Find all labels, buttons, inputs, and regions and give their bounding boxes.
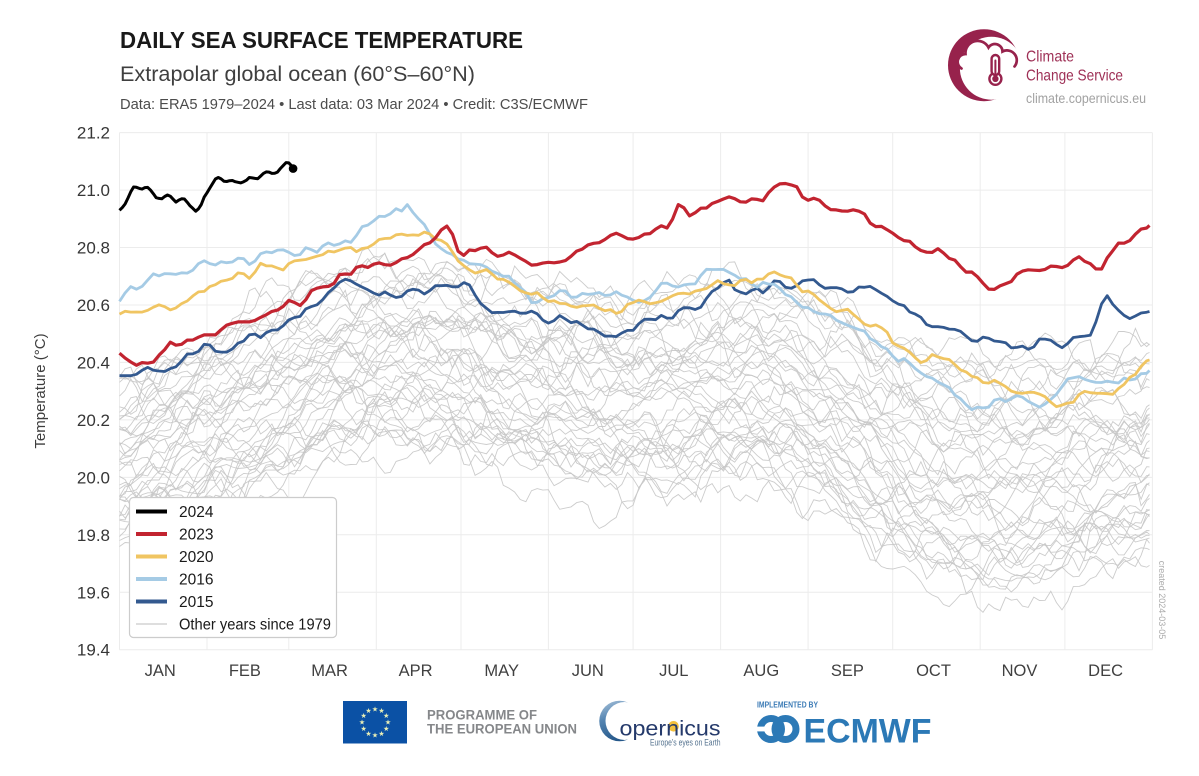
svg-text:20.2: 20.2: [77, 411, 110, 430]
svg-text:★: ★: [361, 712, 367, 720]
svg-text:19.4: 19.4: [77, 641, 110, 660]
svg-text:★: ★: [385, 719, 391, 727]
svg-text:2020: 2020: [179, 549, 214, 566]
svg-text:THE EUROPEAN UNION: THE EUROPEAN UNION: [427, 722, 577, 737]
svg-text:JUN: JUN: [572, 662, 604, 680]
svg-text:SEP: SEP: [831, 662, 864, 680]
svg-text:2015: 2015: [179, 594, 213, 611]
svg-text:★: ★: [359, 719, 365, 727]
svg-text:★: ★: [378, 707, 384, 715]
svg-text:20.4: 20.4: [77, 353, 110, 372]
svg-text:ECMWF: ECMWF: [804, 713, 932, 751]
svg-text:20.0: 20.0: [77, 468, 110, 487]
svg-text:19.8: 19.8: [77, 526, 110, 545]
svg-text:21.0: 21.0: [77, 181, 110, 200]
svg-text:MAR: MAR: [311, 662, 348, 680]
svg-text:2024: 2024: [179, 504, 214, 521]
svg-text:Temperature (°C): Temperature (°C): [32, 333, 49, 448]
svg-text:Other years since 1979: Other years since 1979: [179, 617, 331, 634]
svg-text:PROGRAMME OF: PROGRAMME OF: [427, 708, 537, 723]
svg-text:Change Service: Change Service: [1026, 68, 1123, 85]
svg-text:DAILY SEA SURFACE TEMPERATURE: DAILY SEA SURFACE TEMPERATURE: [120, 27, 523, 53]
svg-text:IMPLEMENTED BY: IMPLEMENTED BY: [757, 700, 818, 710]
svg-text:climate.copernicus.eu: climate.copernicus.eu: [1026, 91, 1146, 106]
svg-text:2023: 2023: [179, 527, 213, 544]
svg-text:Europe’s eyes on Earth: Europe’s eyes on Earth: [650, 738, 721, 749]
svg-text:AUG: AUG: [743, 662, 779, 680]
svg-text:NOV: NOV: [1002, 662, 1038, 680]
svg-text:★: ★: [365, 707, 371, 715]
svg-text:★: ★: [383, 725, 389, 733]
svg-text:FEB: FEB: [229, 662, 261, 680]
svg-text:DEC: DEC: [1088, 662, 1123, 680]
svg-text:20.8: 20.8: [77, 239, 110, 258]
svg-text:★: ★: [372, 706, 378, 714]
svg-text:★: ★: [383, 712, 389, 720]
svg-text:★: ★: [372, 732, 378, 740]
svg-text:opernicus: opernicus: [620, 718, 721, 741]
svg-text:2016: 2016: [179, 572, 213, 589]
svg-text:MAY: MAY: [484, 662, 519, 680]
svg-text:OCT: OCT: [916, 662, 951, 680]
svg-text:created 2024-03-05: created 2024-03-05: [1157, 561, 1167, 640]
svg-text:Extrapolar global ocean (60°S–: Extrapolar global ocean (60°S–60°N): [120, 63, 475, 86]
svg-text:19.6: 19.6: [77, 583, 110, 602]
svg-text:21.2: 21.2: [77, 124, 110, 143]
svg-text:JUL: JUL: [659, 662, 688, 680]
svg-text:★: ★: [378, 730, 384, 738]
svg-text:APR: APR: [399, 662, 433, 680]
svg-text:Data: ERA5 1979–2024 • Last da: Data: ERA5 1979–2024 • Last data: 03 Mar…: [120, 96, 588, 113]
svg-text:★: ★: [365, 730, 371, 738]
svg-text:20.6: 20.6: [77, 296, 110, 315]
svg-text:JAN: JAN: [145, 662, 176, 680]
svg-text:★: ★: [361, 725, 367, 733]
svg-text:Climate: Climate: [1026, 49, 1074, 66]
